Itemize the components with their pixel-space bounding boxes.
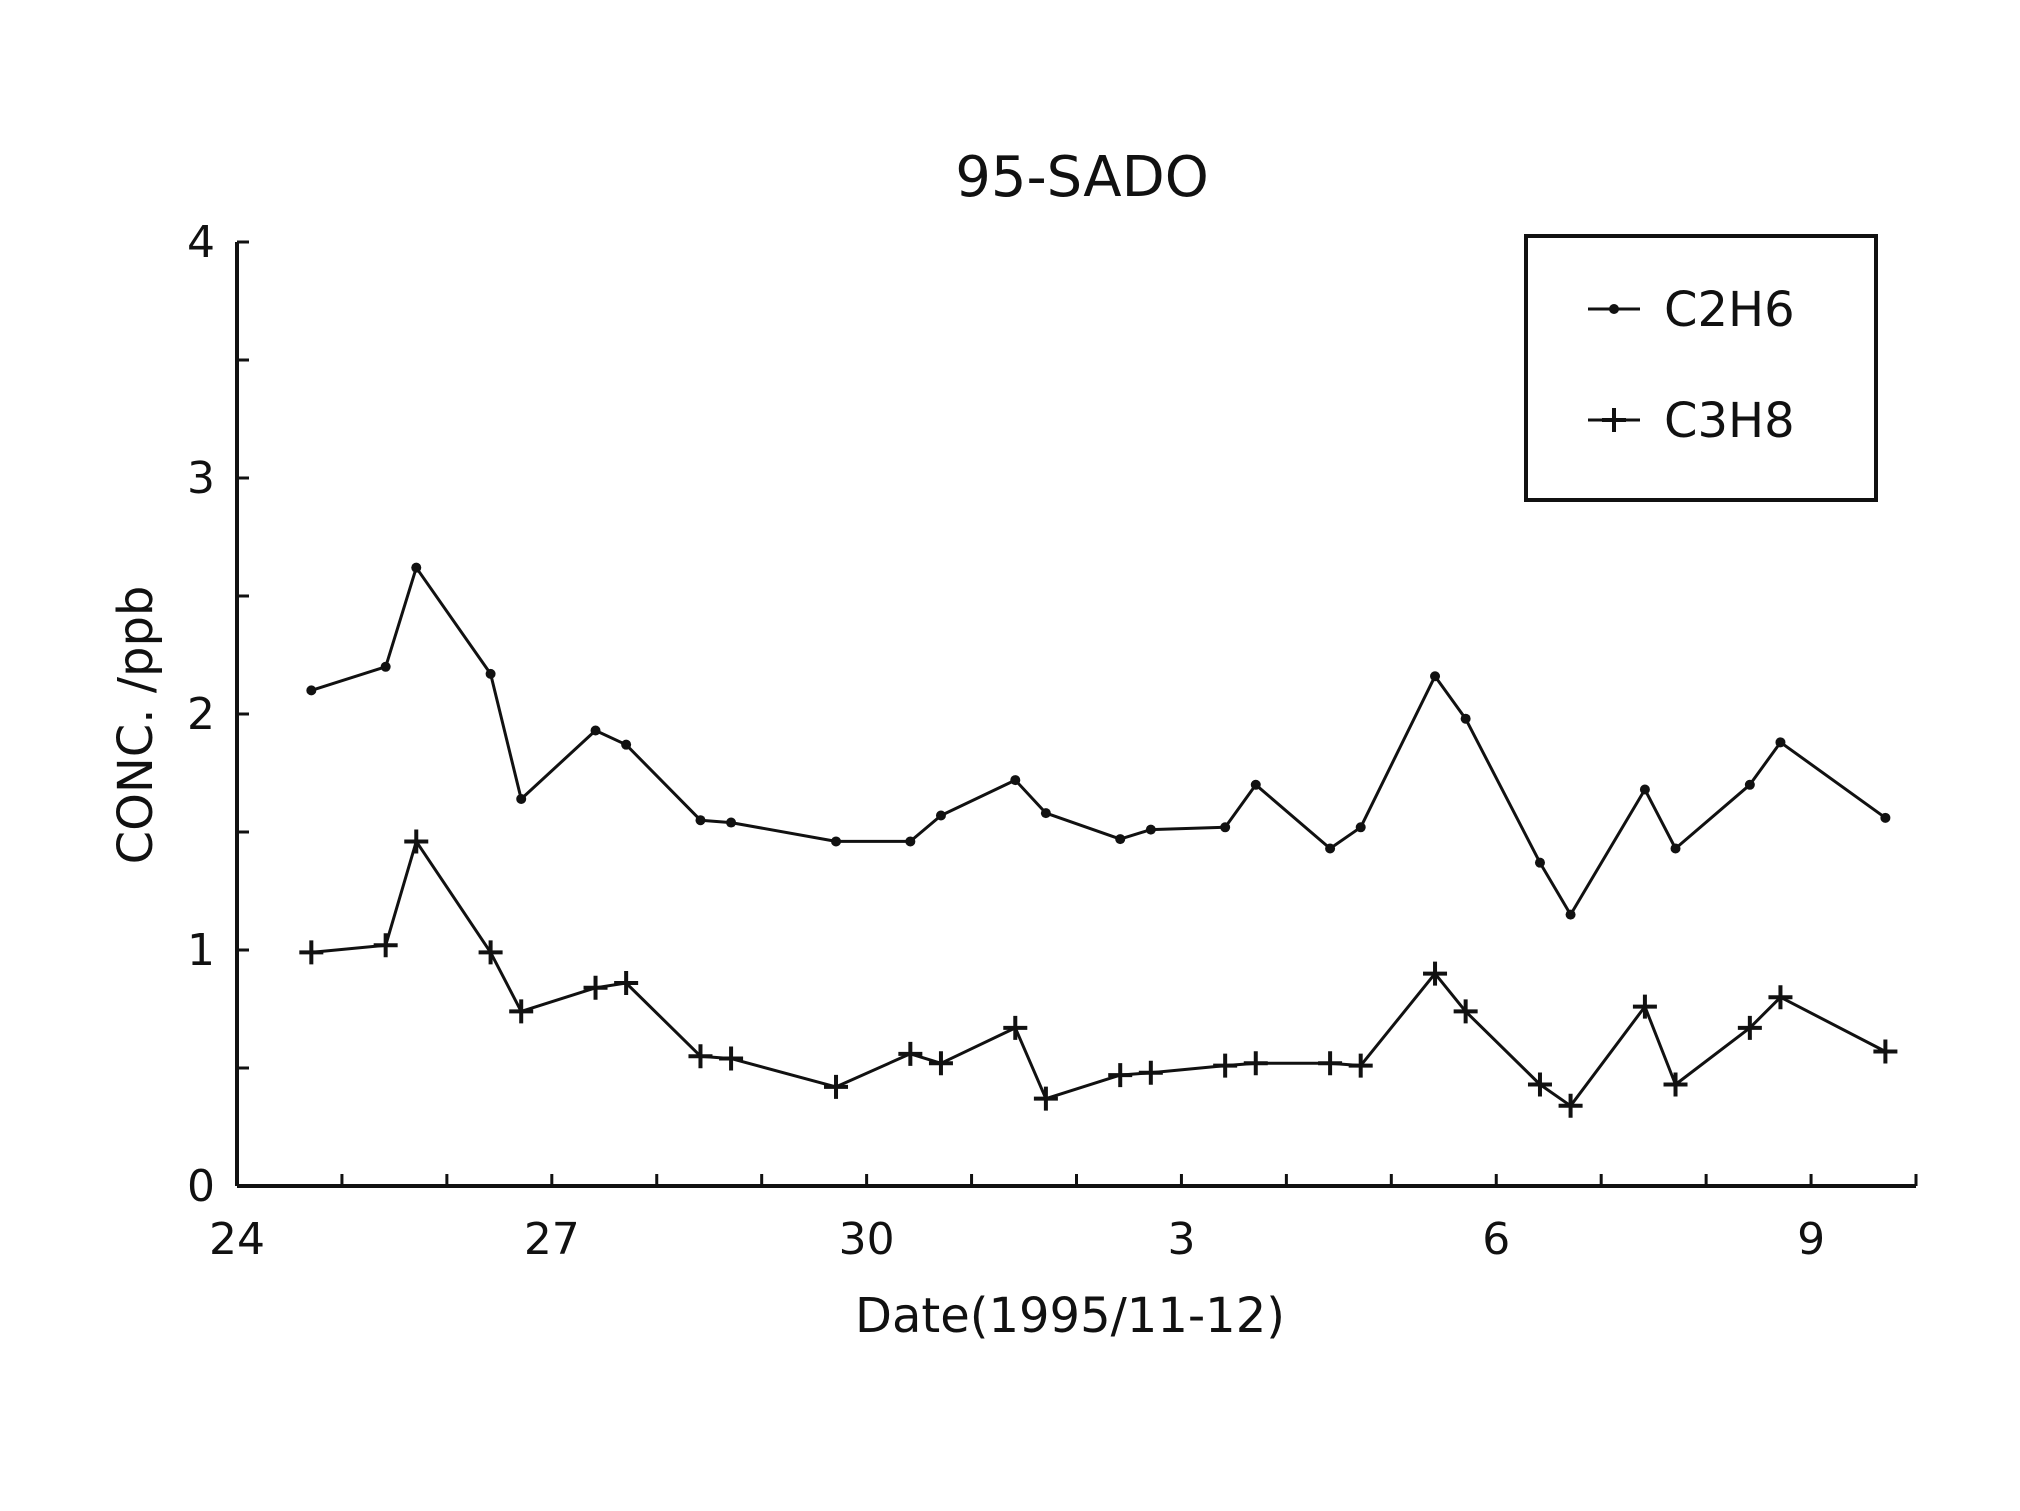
data-point-c2h6 <box>485 668 496 679</box>
data-point-c2h6 <box>1460 713 1471 724</box>
data-point-c3h8 <box>928 1051 953 1076</box>
data-point-c2h6 <box>1220 822 1231 833</box>
data-point-c2h6 <box>695 815 706 826</box>
x-axis-label: Date(1995/11-12) <box>855 1288 1285 1344</box>
legend: C2H6 C3H8 <box>1524 234 1878 502</box>
data-point-c2h6 <box>380 661 391 672</box>
y-tick-label: 1 <box>187 925 215 976</box>
y-tick-label: 4 <box>187 217 215 268</box>
y-tick-label: 2 <box>187 689 215 740</box>
legend-label-c2h6: C2H6 <box>1664 282 1795 338</box>
x-tick-label: 6 <box>1482 1214 1510 1265</box>
data-point-c3h8 <box>583 975 608 1000</box>
x-tick-label: 3 <box>1167 1214 1195 1265</box>
data-point-c2h6 <box>1010 775 1021 786</box>
data-point-c2h6 <box>1639 784 1650 795</box>
legend-box <box>1524 234 1878 502</box>
data-point-c3h8 <box>1632 994 1657 1019</box>
data-point-c3h8 <box>1768 985 1793 1010</box>
data-point-c3h8 <box>1873 1039 1898 1064</box>
data-point-c2h6 <box>1775 737 1786 748</box>
data-point-c2h6 <box>1250 779 1261 790</box>
data-point-c3h8 <box>688 1044 713 1069</box>
x-ticks: 24 27 30 3 6 9 <box>209 1174 1918 1265</box>
y-tick-label: 0 <box>187 1161 215 1212</box>
data-point-c2h6 <box>306 685 317 696</box>
data-point-c3h8 <box>373 933 398 958</box>
data-point-c3h8 <box>509 999 534 1024</box>
series-line-c3h8 <box>311 839 1887 1108</box>
y-axis-label: CONC. /ppb <box>108 586 164 865</box>
data-point-c3h8 <box>1453 999 1478 1024</box>
data-point-c3h8 <box>1033 1086 1058 1111</box>
data-point-c3h8 <box>1558 1093 1583 1118</box>
data-point-c3h8 <box>1527 1072 1552 1097</box>
data-point-c3h8 <box>719 1046 744 1071</box>
x-tick-label: 24 <box>209 1214 265 1265</box>
data-point-c3h8 <box>404 829 429 854</box>
data-point-c3h8 <box>1737 1015 1762 1040</box>
series-line-c2h6 <box>310 566 1887 917</box>
data-point-c3h8 <box>299 940 324 965</box>
series-c2h6 <box>306 562 1891 920</box>
data-point-c2h6 <box>1565 909 1576 920</box>
data-point-c2h6 <box>1744 779 1755 790</box>
data-point-c3h8 <box>478 940 503 965</box>
data-point-c2h6 <box>1040 808 1051 819</box>
data-point-c2h6 <box>1325 843 1336 854</box>
x-tick-label: 27 <box>524 1214 580 1265</box>
x-tick-label: 30 <box>839 1214 895 1265</box>
data-point-c3h8 <box>824 1074 849 1099</box>
data-point-c3h8 <box>1423 961 1448 986</box>
series-layer <box>299 562 1898 1118</box>
legend-marker-plus <box>1602 408 1626 432</box>
data-point-c2h6 <box>516 793 527 804</box>
y-tick-label: 3 <box>187 453 215 504</box>
data-point-c2h6 <box>1115 834 1126 845</box>
chart-title: 95-SADO <box>955 145 1209 210</box>
legend-marker-dot <box>1609 304 1619 314</box>
legend-label-c3h8: C3H8 <box>1664 393 1795 449</box>
data-point-c2h6 <box>1880 812 1891 823</box>
data-point-c3h8 <box>1138 1060 1163 1085</box>
series-c3h8 <box>299 829 1898 1118</box>
data-point-c2h6 <box>1430 671 1441 682</box>
x-tick-label: 9 <box>1797 1214 1825 1265</box>
data-point-c2h6 <box>935 810 946 821</box>
data-point-c2h6 <box>1670 843 1681 854</box>
data-point-c2h6 <box>411 562 422 573</box>
data-point-c3h8 <box>1003 1015 1028 1040</box>
y-ticks: 0 1 2 3 4 <box>187 217 249 1212</box>
data-point-c3h8 <box>898 1041 923 1066</box>
data-point-c3h8 <box>1318 1051 1343 1076</box>
data-point-c2h6 <box>621 739 632 750</box>
data-point-c3h8 <box>614 971 639 996</box>
data-point-c2h6 <box>831 836 842 847</box>
data-point-c3h8 <box>1348 1053 1373 1078</box>
data-point-c2h6 <box>590 725 601 736</box>
data-point-c2h6 <box>1355 822 1366 833</box>
data-point-c3h8 <box>1243 1051 1268 1076</box>
data-point-c3h8 <box>1213 1053 1238 1078</box>
data-point-c3h8 <box>1108 1063 1133 1088</box>
data-point-c2h6 <box>726 817 737 828</box>
data-point-c2h6 <box>905 836 916 847</box>
data-point-c2h6 <box>1534 857 1545 868</box>
data-point-c2h6 <box>1145 824 1156 835</box>
data-point-c3h8 <box>1663 1072 1688 1097</box>
